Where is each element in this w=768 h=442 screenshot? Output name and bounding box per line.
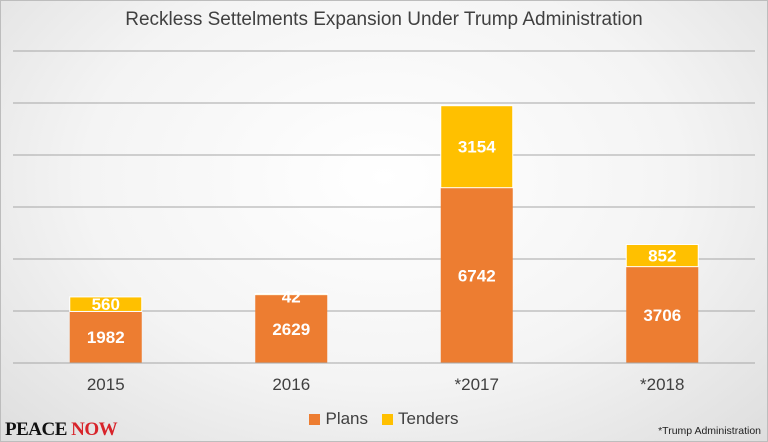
chart-title: Reckless Settelments Expansion Under Tru… (125, 9, 643, 30)
chart-legend: Plans Tenders (1, 409, 767, 429)
legend-item-tenders: Tenders (382, 409, 459, 429)
bar-tenders (440, 105, 514, 189)
bar-tenders (625, 243, 699, 268)
x-tick-label: *2018 (640, 375, 684, 394)
x-tick-label: 2016 (272, 375, 310, 394)
data-label-plans: 3706 (643, 306, 681, 325)
bar-plans (626, 266, 699, 363)
data-label-plans: 1982 (87, 328, 125, 347)
legend-swatch (382, 413, 394, 425)
x-tick-label: 2015 (87, 375, 125, 394)
data-label-tenders: 560 (92, 295, 120, 314)
bar-tenders (254, 293, 328, 296)
data-label-plans: 6742 (458, 266, 496, 285)
legend-swatch (309, 413, 321, 425)
x-tick-label: *2017 (455, 375, 499, 394)
data-label-plans: 2629 (272, 320, 310, 339)
logo-text-peace: PEACE (5, 419, 72, 440)
data-label-tenders: 3154 (458, 138, 496, 157)
data-label-tenders: 852 (648, 247, 676, 266)
footnote: *Trump Administration (658, 425, 761, 437)
legend-item-plans: Plans (309, 409, 368, 429)
data-label-tenders: 42 (282, 288, 301, 307)
bar-plans (255, 294, 328, 363)
bar-plans (440, 187, 513, 363)
peace-now-logo: PEACE NOW (5, 419, 118, 441)
legend-label: Tenders (398, 409, 459, 428)
bar-tenders (69, 296, 143, 312)
bar-plans (69, 311, 142, 363)
logo-text-now: NOW (71, 419, 118, 440)
legend-label: Plans (325, 409, 369, 428)
